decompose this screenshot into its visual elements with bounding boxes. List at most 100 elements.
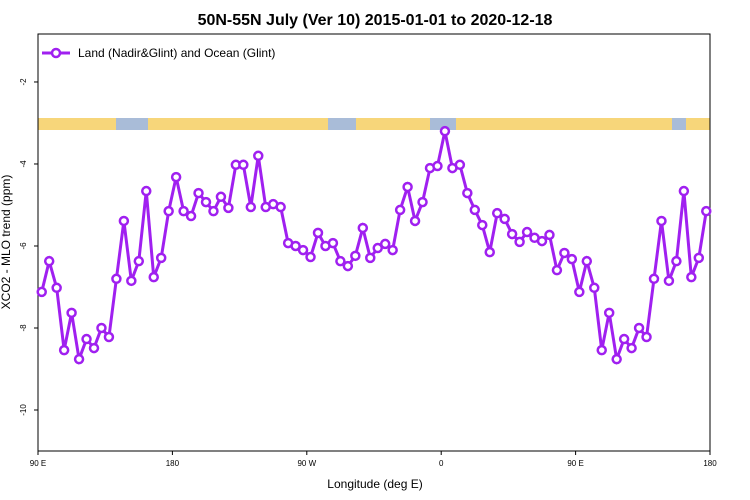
point — [342, 260, 354, 272]
point — [275, 201, 286, 213]
point — [372, 242, 383, 254]
point — [491, 207, 503, 219]
point — [701, 205, 712, 217]
point — [454, 159, 466, 171]
point — [678, 185, 690, 197]
point — [536, 235, 548, 247]
point — [193, 187, 204, 199]
point — [581, 255, 593, 267]
y-tick-label: -4 — [19, 160, 28, 168]
point — [514, 236, 525, 248]
point — [66, 307, 77, 319]
y-tick-label: -6 — [19, 242, 28, 250]
point — [253, 150, 264, 162]
point — [118, 215, 130, 227]
point — [589, 282, 600, 294]
series-line — [40, 130, 708, 366]
point — [409, 215, 421, 227]
point — [499, 213, 510, 225]
point — [394, 204, 406, 216]
x-tick-label: 180 — [703, 459, 717, 468]
point — [462, 187, 473, 199]
point — [58, 344, 70, 356]
point — [73, 353, 85, 365]
point — [357, 222, 369, 234]
legend-label: Land (Nadir&Glint) and Ocean (Glint) — [78, 46, 275, 60]
point — [469, 204, 481, 216]
point — [103, 331, 115, 343]
point — [223, 202, 234, 214]
point — [305, 251, 316, 263]
point — [312, 227, 324, 239]
y-axis-label: XCO2 - MLO trend (ppm) — [0, 175, 13, 310]
x-tick-label: 90 W — [297, 459, 316, 468]
point — [379, 238, 391, 250]
point — [200, 196, 212, 208]
point — [663, 275, 675, 287]
point — [566, 253, 578, 265]
x-tick-label: 180 — [166, 459, 180, 468]
point — [671, 255, 682, 267]
point — [633, 322, 645, 334]
point — [417, 196, 428, 208]
point — [484, 246, 495, 258]
point — [686, 271, 697, 283]
point — [439, 125, 451, 137]
point — [596, 344, 607, 356]
point — [208, 205, 219, 217]
x-tick-label: 90 E — [567, 459, 583, 468]
point — [133, 255, 145, 267]
point — [36, 286, 47, 298]
y-tick-label: -8 — [19, 324, 28, 332]
point — [656, 215, 667, 227]
point — [88, 342, 100, 354]
y-tick-label: -10 — [19, 404, 28, 416]
plot-frame — [37, 33, 711, 452]
point — [626, 342, 637, 354]
point — [477, 219, 488, 231]
point — [648, 273, 660, 285]
point — [574, 286, 585, 298]
point — [559, 247, 570, 259]
point — [81, 333, 92, 345]
point — [215, 191, 227, 203]
point — [365, 252, 376, 264]
map-strip — [38, 118, 710, 130]
x-tick-label: 0 — [439, 459, 444, 468]
point — [141, 185, 152, 197]
x-tick-label: 90 E — [30, 459, 46, 468]
point — [111, 273, 122, 285]
point — [551, 264, 563, 276]
point — [126, 275, 137, 287]
point — [163, 205, 174, 217]
point — [327, 237, 339, 249]
point — [245, 201, 257, 213]
point — [544, 229, 555, 241]
point — [43, 255, 55, 267]
point — [603, 307, 615, 319]
y-tick-label: -2 — [19, 78, 28, 86]
point — [290, 240, 301, 252]
point — [297, 244, 309, 256]
point — [506, 228, 518, 240]
point — [178, 205, 189, 217]
point — [387, 244, 398, 256]
legend-marker — [50, 47, 62, 59]
point — [641, 331, 652, 343]
point — [51, 282, 62, 294]
point — [335, 255, 346, 267]
x-axis-label: Longitude (deg E) — [327, 477, 422, 491]
point — [521, 226, 533, 238]
point — [693, 252, 705, 264]
point — [170, 171, 182, 183]
point — [618, 333, 630, 345]
point — [155, 252, 167, 264]
point — [402, 181, 413, 193]
point — [238, 159, 249, 171]
point — [350, 250, 361, 262]
point — [185, 210, 197, 222]
point — [611, 353, 622, 365]
chart-title: 50N-55N July (Ver 10) 2015-01-01 to 2020… — [198, 12, 553, 29]
point — [96, 322, 107, 334]
